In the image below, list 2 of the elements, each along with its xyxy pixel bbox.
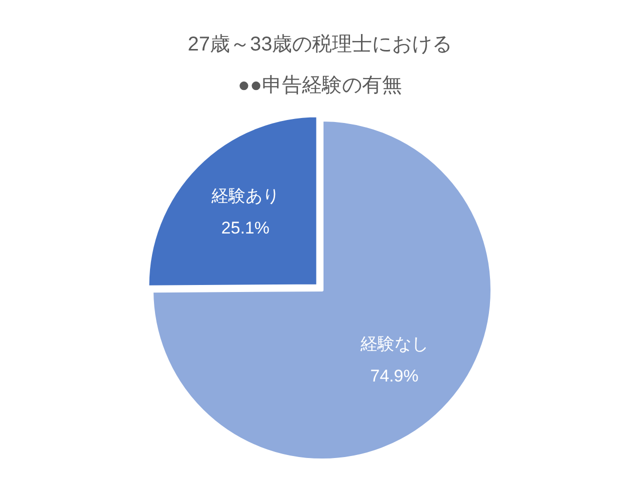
title: 27歳～33歳の税理士における xyxy=(188,33,452,56)
subtitle: ●●申告経験の有無 xyxy=(238,74,402,96)
